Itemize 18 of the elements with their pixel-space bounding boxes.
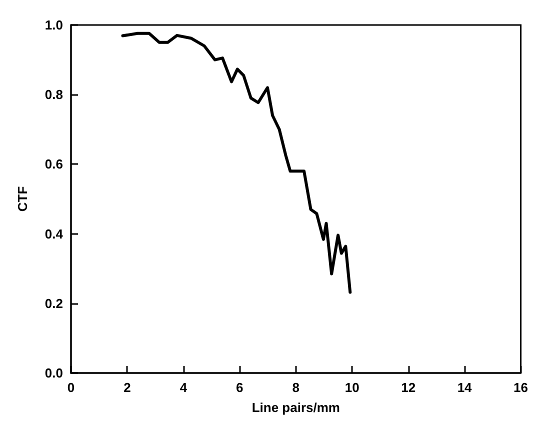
- x-tick-label: 16: [514, 380, 528, 395]
- x-tick-label: 14: [457, 380, 473, 395]
- y-tick-label: 1.0: [44, 18, 63, 32]
- x-tick-label: 2: [124, 380, 131, 395]
- y-tick-label: 0.6: [44, 156, 63, 172]
- y-tick-label: 0.4: [44, 226, 64, 242]
- y-tick-label: 0.8: [44, 87, 63, 102]
- y-tick-label: 0.2: [44, 296, 63, 311]
- x-tick-label: 0: [67, 380, 75, 395]
- line-series: [121, 32, 352, 294]
- y-tick-label: 0.0: [44, 366, 63, 380]
- x-tick-label: 6: [236, 380, 244, 395]
- x-tick-label: 12: [401, 380, 416, 395]
- x-axis-title: Line pairs/mm: [252, 400, 340, 415]
- x-tick-label: 4: [180, 380, 188, 395]
- x-tick-label: 8: [292, 380, 300, 395]
- x-tick-label: 10: [344, 380, 360, 395]
- y-axis-title: CTF: [15, 186, 30, 212]
